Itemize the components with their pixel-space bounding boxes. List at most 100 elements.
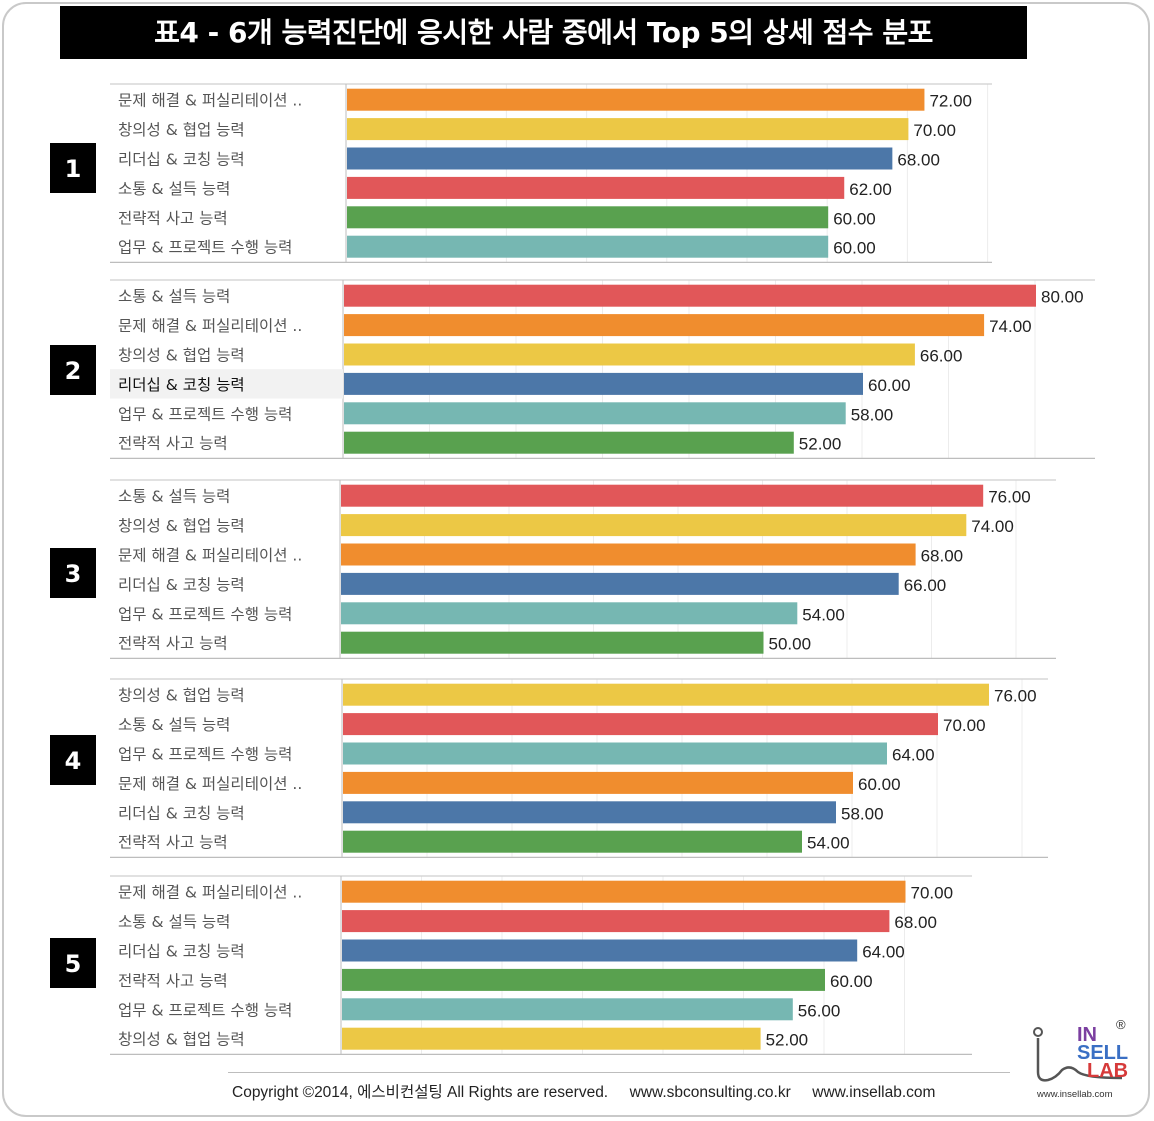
category-label: 소통 & 설득 능력 xyxy=(118,913,230,931)
category-label: 전략적 사고 능력 xyxy=(118,972,228,990)
category-label: 문제 해결 & 퍼실리테이션 .. xyxy=(118,775,302,793)
value-label: 52.00 xyxy=(766,1031,809,1050)
value-label: 60.00 xyxy=(833,239,876,258)
category-label: 문제 해결 & 퍼실리테이션 .. xyxy=(118,884,302,902)
value-label: 74.00 xyxy=(989,317,1032,336)
category-label: 문제 해결 & 퍼실리테이션 .. xyxy=(118,547,302,565)
rank-badge xyxy=(50,938,96,988)
bar xyxy=(344,431,794,454)
rank-badge xyxy=(50,345,96,395)
bar xyxy=(347,118,909,141)
value-label: 60.00 xyxy=(868,376,911,395)
bar xyxy=(347,176,845,199)
value-label: 56.00 xyxy=(798,1001,841,1020)
category-label: 리더십 & 코칭 능력 xyxy=(118,943,245,961)
value-label: 70.00 xyxy=(943,716,986,735)
category-highlight xyxy=(110,369,343,399)
category-label: 업무 & 프로젝트 수행 능력 xyxy=(118,405,292,423)
bar xyxy=(347,206,829,229)
bar xyxy=(344,314,985,337)
rank-badge-label: 4 xyxy=(65,747,82,775)
bar xyxy=(342,998,793,1021)
bar xyxy=(343,771,853,794)
bar xyxy=(344,372,863,395)
bar xyxy=(344,284,1036,307)
category-label: 리더십 & 코칭 능력 xyxy=(118,151,245,169)
category-label: 전략적 사고 능력 xyxy=(118,635,228,653)
bar xyxy=(342,1027,761,1050)
chart-panel-3: 3 소통 & 설득 능력 76.00 창의성 & 협업 능력 74.00 문제 해결 & … xyxy=(50,479,1056,660)
chart-panel-5: 5 문제 해결 & 퍼실리테이션 .. 70.00 소통 & 설득 능력 68.00 리더… xyxy=(50,875,972,1056)
bar xyxy=(343,801,836,824)
bar xyxy=(341,602,798,625)
bar xyxy=(347,147,893,170)
bar xyxy=(342,910,890,933)
value-label: 52.00 xyxy=(799,435,842,454)
bar xyxy=(344,343,915,366)
value-label: 68.00 xyxy=(921,547,964,566)
logo-in: IN xyxy=(1077,1024,1097,1046)
value-label: 68.00 xyxy=(897,151,940,170)
value-label: 76.00 xyxy=(994,687,1037,706)
category-label: 리더십 & 코칭 능력 xyxy=(118,804,245,822)
category-label: 소통 & 설득 능력 xyxy=(118,488,230,506)
category-label: 소통 & 설득 능력 xyxy=(118,716,230,734)
bar xyxy=(341,572,899,595)
rank-badge xyxy=(50,143,96,193)
page-title: 표4 - 6개 능력진단에 응시한 사람 중에서 Top 5의 상세 점수 분포 xyxy=(60,6,1027,59)
category-label: 창의성 & 협업 능력 xyxy=(118,121,245,139)
category-label: 창의성 & 협업 능력 xyxy=(118,517,245,535)
value-label: 54.00 xyxy=(802,605,845,624)
bar xyxy=(343,713,938,736)
bar xyxy=(347,88,925,111)
logo-lab: LAB xyxy=(1087,1060,1129,1082)
footer-divider xyxy=(228,1072,1010,1073)
bar xyxy=(343,830,802,853)
rank-badge-label: 2 xyxy=(65,357,82,385)
rank-badge-label: 3 xyxy=(65,560,82,588)
bar xyxy=(347,235,829,258)
logo-sell: SELL xyxy=(1077,1042,1129,1064)
bar xyxy=(343,683,989,706)
rank-badge-label: 5 xyxy=(65,950,82,978)
chart-panel-1: 1 문제 해결 & 퍼실리테이션 .. 72.00 창의성 & 협업 능력 70.00 리… xyxy=(50,83,992,263)
bar xyxy=(342,939,858,962)
value-label: 64.00 xyxy=(892,746,935,765)
value-label: 66.00 xyxy=(904,576,947,595)
value-label: 54.00 xyxy=(807,834,850,853)
category-label: 문제 해결 & 퍼실리테이션 .. xyxy=(118,317,302,335)
value-label: 68.00 xyxy=(894,913,937,932)
footer-copyright: Copyright ©2014, 에스비컨설팅 All Rights are r… xyxy=(232,1084,936,1101)
category-label: 소통 & 설득 능력 xyxy=(118,180,230,198)
category-label: 리더십 & 코칭 능력 xyxy=(118,376,245,394)
category-label: 업무 & 프로젝트 수행 능력 xyxy=(118,239,292,257)
chart-panel-4: 4 창의성 & 협업 능력 76.00 소통 & 설득 능력 70.00 업무 & 프로젝… xyxy=(50,678,1048,859)
value-label: 70.00 xyxy=(913,121,956,140)
category-label: 창의성 & 협업 능력 xyxy=(118,347,245,365)
category-label: 창의성 & 협업 능력 xyxy=(118,1031,245,1049)
category-label: 전략적 사고 능력 xyxy=(118,209,228,227)
bar xyxy=(343,742,887,765)
bar xyxy=(342,880,906,903)
value-label: 50.00 xyxy=(769,635,812,654)
value-label: 70.00 xyxy=(911,884,954,903)
category-label: 창의성 & 협업 능력 xyxy=(118,687,245,705)
value-label: 60.00 xyxy=(858,775,901,794)
category-label: 업무 & 프로젝트 수행 능력 xyxy=(118,746,292,764)
category-label: 문제 해결 & 퍼실리테이션 .. xyxy=(118,92,302,110)
value-label: 58.00 xyxy=(841,804,884,823)
category-label: 리더십 & 코칭 능력 xyxy=(118,576,245,594)
category-label: 업무 & 프로젝트 수행 능력 xyxy=(118,1001,292,1019)
value-label: 76.00 xyxy=(988,488,1031,507)
value-label: 58.00 xyxy=(851,405,894,424)
value-label: 72.00 xyxy=(929,92,972,111)
value-label: 74.00 xyxy=(971,517,1014,536)
insellab-logo xyxy=(1030,1020,1140,1105)
bar xyxy=(341,484,984,507)
bar xyxy=(341,543,916,566)
value-label: 62.00 xyxy=(849,180,892,199)
registered-mark: ® xyxy=(1116,1017,1126,1032)
rank-badge xyxy=(50,548,96,598)
